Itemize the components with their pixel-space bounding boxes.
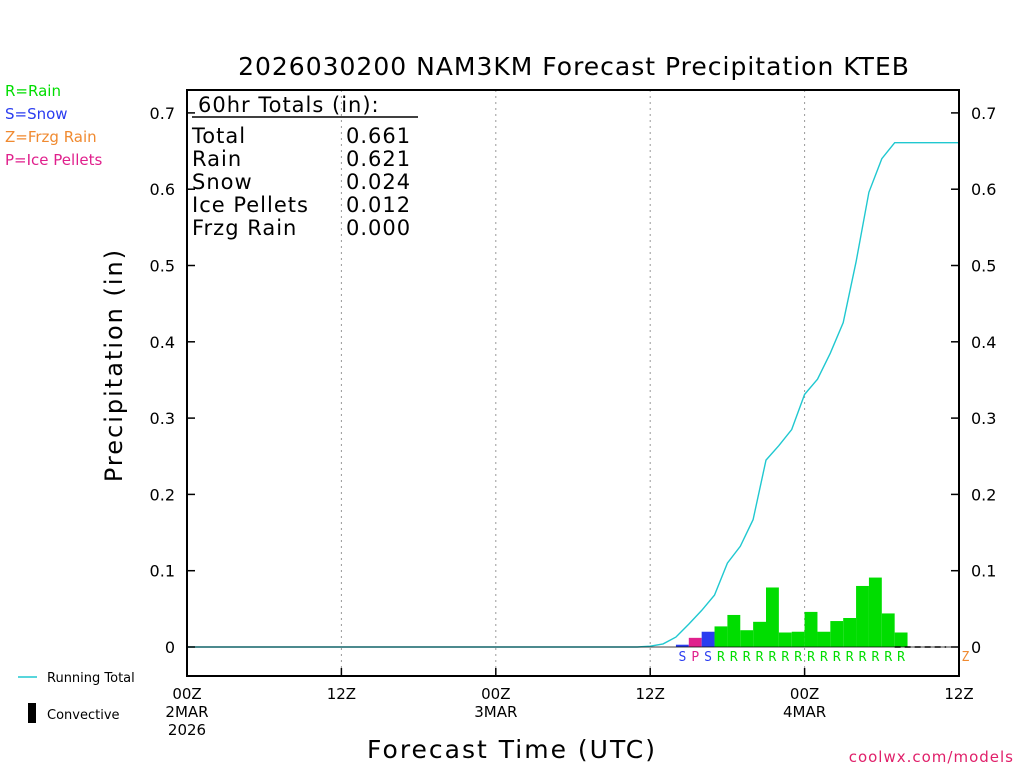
type-code-label: R	[820, 650, 828, 665]
type-code-label: R	[769, 650, 777, 665]
y-tick-label-right: 0.1	[971, 562, 996, 581]
x-tick-label: 00Z	[172, 685, 201, 703]
legend-type-label: Z=Frzg Rain	[5, 128, 97, 146]
type-code-label: S	[678, 650, 686, 665]
precip-bar	[714, 626, 728, 647]
precip-bar	[817, 631, 831, 647]
precip-bar	[778, 632, 792, 647]
totals-row-label: Rain	[192, 147, 242, 171]
precip-bar	[791, 631, 805, 647]
bars	[675, 577, 908, 647]
legend-type-label: R=Rain	[5, 82, 61, 100]
x-tick-label: 00Z	[790, 685, 819, 703]
y-tick-label-right: 0.3	[971, 409, 996, 428]
totals-rows: Total 0.661 Rain 0.621 Snow 0.024 Ice Pellets 0…	[191, 124, 411, 240]
precip-bar	[766, 587, 779, 647]
y-axis-label: Precipitation (in)	[100, 248, 128, 482]
chart-title: 2026030200 NAM3KM Forecast Precipitation…	[238, 52, 910, 81]
legend-type-label: P=Ice Pellets	[5, 151, 102, 169]
x-tick-label: 12Z	[944, 685, 973, 703]
totals-row-label: Total	[191, 124, 246, 148]
credit-text: coolwx.com/models	[849, 748, 1014, 766]
y-tick-label-right: 0.5	[971, 257, 996, 276]
precip-bar	[727, 614, 741, 647]
x-tick-label: 2026	[168, 721, 206, 739]
gridlines	[340, 90, 806, 676]
totals-row-value: 0.000	[346, 216, 411, 240]
y-tick-label: 0.4	[150, 333, 175, 352]
totals-row-value: 0.012	[346, 193, 411, 217]
type-code-label: R	[871, 650, 879, 665]
type-code-label: Z	[962, 650, 970, 665]
type-code-label: R	[897, 650, 905, 665]
x-tick-label: 00Z	[481, 685, 510, 703]
y-tick-label-right: 0.6	[971, 180, 996, 199]
y-tick-label: 0.5	[150, 257, 175, 276]
type-code-label: R	[807, 650, 815, 665]
y-tick-label: 0.1	[150, 562, 175, 581]
totals-row-value: 0.621	[346, 147, 411, 171]
precip-bar	[894, 632, 908, 647]
x-tick-label: 3MAR	[474, 703, 517, 721]
totals-row-label: Ice Pellets	[192, 193, 309, 217]
precip-bar	[830, 621, 844, 647]
type-code-label: R	[833, 650, 841, 665]
type-code-label: R	[859, 650, 867, 665]
y-tick-label: 0.7	[150, 104, 175, 123]
plot-frame	[186, 89, 960, 677]
x-tick-label: 12Z	[327, 685, 356, 703]
totals-row-label: Snow	[192, 170, 253, 194]
precip-bar	[804, 611, 818, 647]
precip-bar	[675, 644, 689, 647]
totals-header: 60hr Totals (in):	[198, 93, 380, 117]
precip-bar	[856, 585, 869, 647]
x-axis-label: Forecast Time (UTC)	[367, 735, 657, 764]
x-tick-label: 2MAR	[165, 703, 208, 721]
precip-bar	[868, 577, 882, 647]
y-tick-label-right: 0.2	[971, 485, 996, 504]
precip-bar	[843, 618, 857, 647]
running-total-line	[187, 142, 959, 648]
type-code-label: R	[730, 650, 738, 665]
x-tick-label: 4MAR	[783, 703, 826, 721]
precip-bar	[688, 637, 702, 647]
type-code-label: R	[756, 650, 764, 665]
y-axis-ticks: 0 0 0.1 0.1 0.2 0.2 0.3 0.3 0.4 0.4 0.5 0.5 0.6 0.6 0.…	[150, 104, 997, 657]
legend-running-total: Running Total	[18, 671, 135, 686]
type-code-label: R	[743, 650, 751, 665]
y-tick-label: 0	[165, 638, 175, 657]
legend-precip-types: R=Rain S=Snow Z=Frzg Rain P=Ice Pellets	[5, 82, 102, 169]
convective-legend-swatch	[28, 703, 36, 723]
totals-box: 60hr Totals (in): Total 0.661 Rain 0.621 Sno…	[191, 93, 418, 240]
precip-bar	[701, 631, 715, 647]
precip-bar	[740, 630, 754, 647]
y-tick-label-right: 0.7	[971, 104, 996, 123]
running-total-legend-label: Running Total	[47, 671, 135, 686]
legend-type-label: S=Snow	[5, 105, 68, 123]
totals-row-label: Frzg Rain	[192, 216, 297, 240]
totals-row-value: 0.661	[346, 124, 411, 148]
type-code-label: R	[884, 650, 892, 665]
y-tick-label: 0.6	[150, 180, 175, 199]
type-code-label: P	[691, 650, 699, 665]
x-tick-label: 12Z	[636, 685, 665, 703]
y-tick-label: 0.3	[150, 409, 175, 428]
y-tick-label-right: 0	[971, 638, 981, 657]
convective-legend-label: Convective	[47, 708, 120, 723]
type-code-label: R	[781, 650, 789, 665]
type-code-label: R	[717, 650, 725, 665]
legend-convective: Convective	[28, 703, 120, 723]
totals-row-value: 0.024	[346, 170, 411, 194]
precip-bar	[753, 621, 766, 647]
type-code-label: R	[794, 650, 802, 665]
type-code-label: S	[704, 650, 712, 665]
y-tick-label: 0.2	[150, 485, 175, 504]
precip-bar	[881, 613, 895, 647]
y-tick-label-right: 0.4	[971, 333, 996, 352]
type-code-label: R	[846, 650, 854, 665]
